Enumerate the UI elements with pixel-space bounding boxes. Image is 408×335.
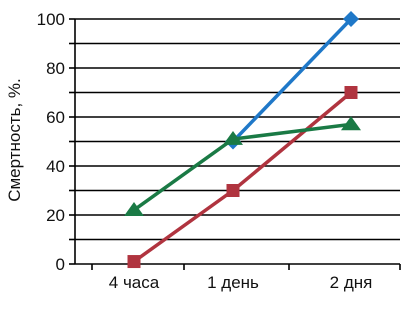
series-line-2 [132, 91, 353, 263]
y-tick-label: 100 [37, 10, 65, 29]
series-markers [124, 11, 361, 269]
y-tick-label: 60 [46, 108, 65, 127]
x-tick-label: 2 дня [330, 273, 373, 292]
tick-labels: 0 20 40 60 80 100 4 часа 1 день 2 дня [37, 10, 373, 292]
y-tick-label: 80 [46, 59, 65, 78]
x-tick-label: 4 часа [109, 273, 160, 292]
data-point-triangle [341, 116, 361, 131]
series-line-1 [231, 17, 353, 143]
series-lines [132, 17, 353, 263]
y-axis-label: Смертность, %. [5, 78, 24, 202]
data-point-square [226, 184, 240, 197]
series-line-3 [132, 122, 352, 212]
data-point-triangle [223, 130, 243, 145]
data-point-square [344, 86, 358, 99]
y-tick-label: 40 [46, 157, 65, 176]
data-point-diamond [343, 11, 359, 27]
y-tick-label: 20 [46, 206, 65, 225]
x-tick-label: 1 день [207, 273, 259, 292]
data-point-square [127, 255, 141, 269]
data-point-triangle [124, 202, 144, 216]
y-tick-label: 0 [56, 255, 65, 274]
